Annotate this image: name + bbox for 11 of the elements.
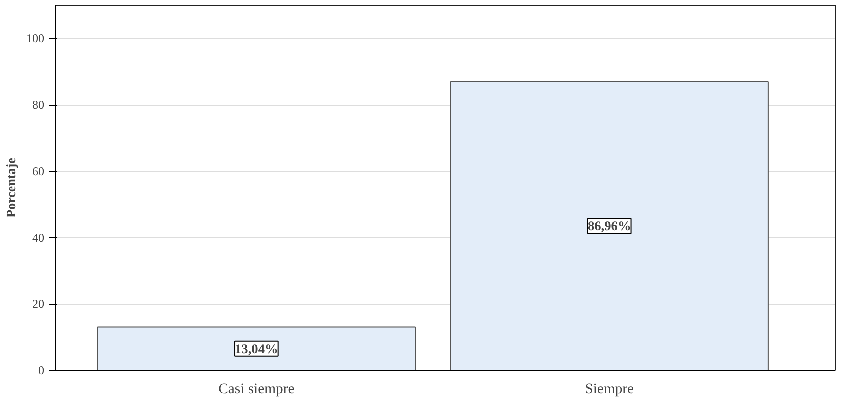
y-tick-label: 40 (32, 230, 44, 245)
y-tick-label: 20 (32, 297, 44, 312)
data-label: 86,96% (588, 218, 632, 234)
y-tick-label: 0 (38, 364, 44, 378)
x-tick-label: Casi siempre (218, 382, 295, 398)
y-axis-title: Porcentaje (4, 158, 18, 218)
data-label: 13,04% (235, 341, 278, 356)
x-tick-label: Siempre (585, 382, 634, 398)
y-tick-label: 60 (32, 164, 44, 178)
y-tick-label: 80 (32, 98, 44, 112)
y-tick-label: 100 (26, 32, 44, 46)
